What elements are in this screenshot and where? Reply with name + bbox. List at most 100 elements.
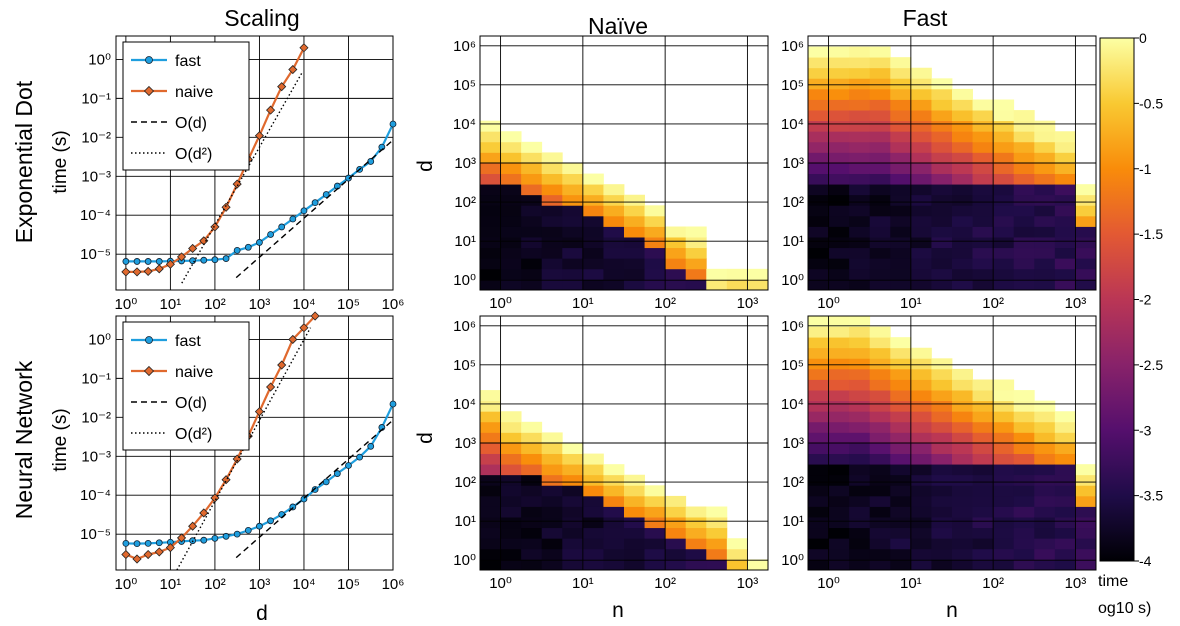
heatmap-cell	[1013, 184, 1035, 196]
heatmap-cell	[931, 131, 953, 143]
heatmap-cell	[521, 517, 543, 529]
heatmap-cell	[808, 226, 829, 238]
heatmap-cell	[1054, 205, 1076, 217]
heatmap-cell	[828, 443, 850, 454]
heatmap-cell	[952, 268, 973, 280]
heatmap-cell	[541, 247, 563, 259]
y-tick-label: 10⁻²	[81, 409, 111, 426]
heatmap-cell	[1034, 506, 1056, 518]
heatmap-cell	[993, 120, 1015, 132]
heatmap-cell	[500, 495, 522, 507]
heatmap-cell	[910, 226, 932, 238]
heatmap-cell	[828, 194, 850, 206]
point-naive	[121, 267, 131, 277]
heatmap-cell	[869, 474, 891, 486]
heatmap-cell	[993, 421, 1015, 433]
point-naive	[221, 475, 231, 485]
heatmap-cell	[808, 421, 829, 433]
heatmap-cell	[808, 120, 829, 132]
heatmap-cell	[972, 538, 994, 550]
heatmap-cell	[1054, 506, 1076, 518]
heatmap-cell	[480, 559, 501, 571]
heatmap-cell	[869, 110, 891, 122]
heatmap-cell	[849, 163, 871, 174]
heatmap-cell	[828, 184, 850, 196]
heatmap-cell	[869, 358, 891, 370]
heatmap-cell	[849, 495, 871, 507]
heatmap-cell	[480, 258, 501, 270]
heatmap-cell	[808, 527, 829, 539]
heatmap-cell	[952, 400, 973, 412]
heatmap-cell	[952, 464, 973, 476]
heatmap-cell	[562, 495, 584, 507]
heatmap-cell	[808, 163, 829, 174]
heatmap-cell	[1054, 258, 1076, 270]
x-tick-label: 10¹	[572, 295, 594, 312]
heatmap-cell	[808, 453, 829, 465]
heatmap-cell	[480, 184, 501, 196]
heatmap-cell	[1013, 110, 1035, 122]
heatmap-cell	[521, 215, 543, 227]
x-tick-label: 10⁰	[115, 296, 138, 313]
row-title-exponential-dot: Exponential Dot	[11, 80, 37, 243]
series-line-od	[235, 139, 394, 279]
heatmap-cell	[931, 152, 953, 164]
heatmap-cell	[521, 268, 543, 280]
point-fast	[367, 158, 375, 165]
heatmap-cell	[972, 559, 994, 571]
heatmap-cell	[890, 163, 912, 174]
heatmap-frame	[479, 35, 769, 291]
heatmap-cell	[849, 506, 871, 518]
x-tick-label: 10²	[982, 295, 1004, 312]
heatmap-cell	[1013, 120, 1035, 132]
heatmap-cell	[541, 184, 563, 196]
heatmap-cell	[869, 99, 891, 111]
heatmap-cell	[993, 226, 1015, 238]
heatmap-cell	[952, 485, 973, 497]
heatmap-cell	[952, 379, 973, 391]
point-naive	[266, 382, 276, 392]
heatmap-cell	[582, 485, 604, 497]
heatmap-cell	[624, 226, 645, 238]
heatmap-cell	[890, 358, 912, 370]
heatmap-cell	[1075, 495, 1097, 507]
heatmap-cell	[726, 538, 748, 550]
heatmap-cell	[500, 247, 522, 259]
heatmap-cell	[500, 141, 522, 153]
heatmap-cell	[993, 205, 1015, 217]
heatmap-cell	[1054, 474, 1076, 486]
heatmap-cell	[480, 120, 501, 132]
heatmap-cell	[869, 237, 891, 249]
heatmap-cell	[931, 443, 953, 454]
point-fast	[345, 462, 352, 469]
y-tick-label: 10⁻²	[81, 129, 111, 146]
heatmap-cell	[1034, 226, 1056, 238]
point-naive	[254, 131, 265, 141]
heatmap-cell	[910, 517, 932, 529]
heatmap-cell	[849, 379, 871, 391]
heatmap-cell	[1075, 268, 1097, 280]
heatmap-cell	[480, 453, 501, 465]
heatmap-cell	[828, 400, 850, 412]
heatmap-cell	[541, 194, 563, 206]
heatmap-cell	[644, 268, 666, 280]
heatmap-cell	[541, 474, 563, 486]
point-naive	[143, 266, 153, 276]
heatmap-cell	[828, 379, 850, 391]
heatmap-cell	[685, 268, 707, 280]
heatmap-cell	[910, 141, 932, 153]
series-line-od	[181, 72, 303, 284]
heatmap-cell	[480, 163, 501, 174]
xlabel-d: d	[256, 602, 268, 625]
heatmap-cell	[869, 173, 891, 185]
heatmap-cell	[1075, 464, 1097, 476]
heatmap-cell	[972, 163, 994, 174]
heatmap-cell	[910, 432, 932, 444]
point-fast	[222, 255, 230, 262]
heatmap-cell	[849, 464, 871, 476]
heatmap-cell	[521, 506, 543, 518]
heatmap-cell	[603, 495, 625, 507]
heatmap-cell	[828, 559, 850, 571]
heatmap-cell	[582, 559, 604, 571]
heatmap-cell	[603, 194, 625, 206]
